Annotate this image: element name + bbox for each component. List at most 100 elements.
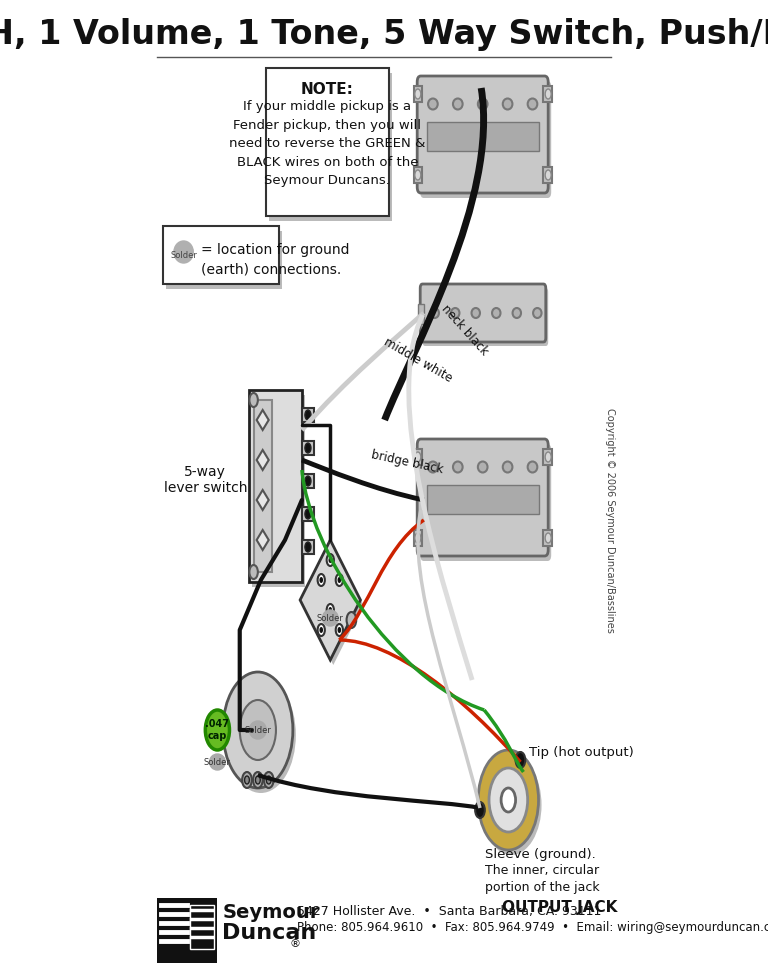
Ellipse shape <box>533 308 541 318</box>
Bar <box>427 485 538 515</box>
Text: The inner, circular
portion of the jack: The inner, circular portion of the jack <box>485 864 600 894</box>
Circle shape <box>226 677 296 793</box>
FancyBboxPatch shape <box>417 76 548 193</box>
Text: If your middle pickup is a
Fender pickup, then you will
need to reverse the GREE: If your middle pickup is a Fender pickup… <box>229 100 425 187</box>
Circle shape <box>475 802 485 818</box>
Circle shape <box>346 612 356 628</box>
Ellipse shape <box>210 754 225 770</box>
Circle shape <box>545 533 551 543</box>
Bar <box>543 449 551 465</box>
FancyBboxPatch shape <box>417 439 548 556</box>
Circle shape <box>326 604 334 616</box>
Text: neck black: neck black <box>439 302 491 357</box>
Circle shape <box>329 557 332 563</box>
Circle shape <box>250 393 258 407</box>
Circle shape <box>545 89 551 99</box>
FancyBboxPatch shape <box>166 231 282 289</box>
Bar <box>414 167 422 183</box>
Circle shape <box>264 772 273 788</box>
Ellipse shape <box>503 98 512 110</box>
Text: Seymour: Seymour <box>222 903 319 922</box>
Text: OUTPUT JACK: OUTPUT JACK <box>502 900 617 915</box>
Circle shape <box>501 788 515 812</box>
Ellipse shape <box>431 308 439 318</box>
Text: = location for ground
(earth) connections.: = location for ground (earth) connection… <box>200 243 349 277</box>
FancyBboxPatch shape <box>420 444 551 561</box>
Circle shape <box>305 542 311 552</box>
Circle shape <box>329 607 332 613</box>
FancyBboxPatch shape <box>163 226 279 284</box>
Text: Copyright © 2006 Seymour Duncan/Basslines: Copyright © 2006 Seymour Duncan/Bassline… <box>604 408 614 632</box>
Text: Solder: Solder <box>204 757 231 766</box>
Polygon shape <box>252 395 305 587</box>
Polygon shape <box>257 450 269 470</box>
Ellipse shape <box>250 721 266 739</box>
Polygon shape <box>303 545 363 665</box>
Circle shape <box>415 170 421 180</box>
Text: HSH, 1 Volume, 1 Tone, 5 Way Switch, Push/Pull: HSH, 1 Volume, 1 Tone, 5 Way Switch, Pus… <box>0 17 768 50</box>
Bar <box>543 167 551 183</box>
Bar <box>190 905 214 949</box>
Bar <box>543 530 551 546</box>
Ellipse shape <box>503 461 512 473</box>
Circle shape <box>337 577 341 583</box>
Ellipse shape <box>528 98 538 110</box>
Circle shape <box>336 624 343 636</box>
Polygon shape <box>257 490 269 510</box>
Bar <box>302 408 314 422</box>
FancyBboxPatch shape <box>249 390 302 582</box>
Circle shape <box>489 768 528 832</box>
Circle shape <box>244 776 250 784</box>
Bar <box>414 86 422 102</box>
Ellipse shape <box>512 308 521 318</box>
Text: Phone: 805.964.9610  •  Fax: 805.964.9749  •  Email: wiring@seymourduncan.com: Phone: 805.964.9610 • Fax: 805.964.9749 … <box>297 921 768 934</box>
Ellipse shape <box>451 308 459 318</box>
Circle shape <box>242 772 252 788</box>
Circle shape <box>305 509 311 519</box>
Bar <box>418 304 424 324</box>
Circle shape <box>305 443 311 453</box>
Circle shape <box>223 672 293 788</box>
Circle shape <box>415 533 421 543</box>
Bar <box>414 530 422 546</box>
Circle shape <box>253 772 263 788</box>
Circle shape <box>482 755 541 855</box>
Text: .047
cap: .047 cap <box>205 720 230 741</box>
Circle shape <box>256 776 260 784</box>
Circle shape <box>326 554 334 566</box>
Circle shape <box>336 574 343 586</box>
Ellipse shape <box>478 461 488 473</box>
FancyBboxPatch shape <box>422 288 548 346</box>
Bar <box>253 400 272 572</box>
Circle shape <box>319 577 323 583</box>
Bar <box>157 898 217 963</box>
FancyBboxPatch shape <box>420 81 551 198</box>
Text: 5427 Hollister Ave.  •  Santa Barbara, CA. 93111: 5427 Hollister Ave. • Santa Barbara, CA.… <box>297 905 601 918</box>
Bar <box>427 122 538 151</box>
Bar <box>302 540 314 554</box>
Circle shape <box>318 624 325 636</box>
Ellipse shape <box>428 98 438 110</box>
Circle shape <box>250 565 258 579</box>
Ellipse shape <box>472 308 480 318</box>
FancyBboxPatch shape <box>420 284 546 342</box>
Polygon shape <box>300 540 360 660</box>
Bar <box>414 449 422 465</box>
Text: Duncan: Duncan <box>222 923 316 943</box>
Text: Solder: Solder <box>317 614 344 622</box>
Ellipse shape <box>428 461 438 473</box>
Text: middle white: middle white <box>382 335 455 385</box>
Circle shape <box>478 750 538 850</box>
Circle shape <box>415 89 421 99</box>
Text: Solder: Solder <box>244 725 271 734</box>
Text: NOTE:: NOTE: <box>301 82 354 97</box>
Circle shape <box>240 700 276 760</box>
Circle shape <box>337 627 341 633</box>
Bar <box>302 474 314 488</box>
Polygon shape <box>257 410 269 430</box>
Circle shape <box>305 476 311 486</box>
Circle shape <box>319 627 323 633</box>
Circle shape <box>545 452 551 462</box>
Polygon shape <box>257 530 269 550</box>
Circle shape <box>545 170 551 180</box>
